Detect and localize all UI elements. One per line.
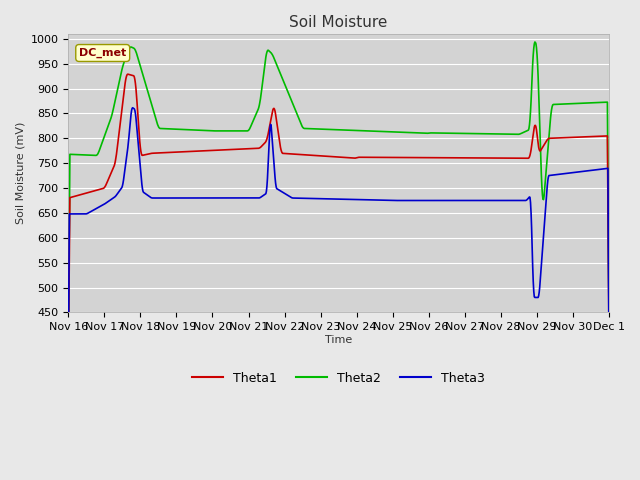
Title: Soil Moisture: Soil Moisture (289, 15, 388, 30)
Y-axis label: Soil Moisture (mV): Soil Moisture (mV) (15, 122, 25, 224)
Text: DC_met: DC_met (79, 48, 126, 58)
Legend: Theta1, Theta2, Theta3: Theta1, Theta2, Theta3 (188, 367, 490, 390)
X-axis label: Time: Time (325, 335, 352, 345)
